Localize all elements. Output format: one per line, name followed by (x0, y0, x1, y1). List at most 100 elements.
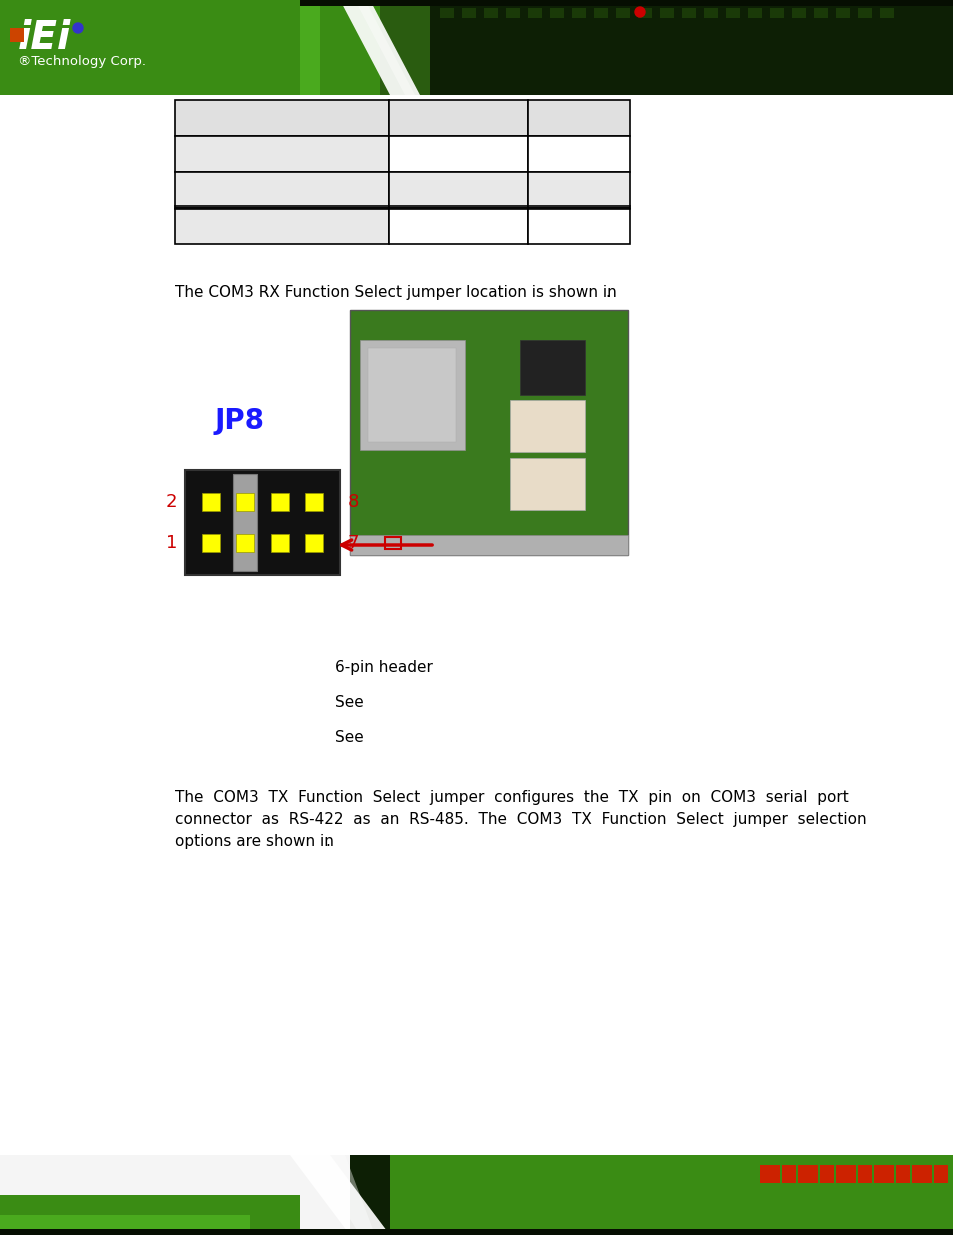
Bar (659, 7, 673, 19)
Text: 2: 2 (165, 493, 177, 511)
Bar (359, 340, 464, 450)
Bar (505, 7, 519, 19)
Bar (430, 0, 953, 95)
Bar (911, 1165, 931, 1183)
Text: .: . (604, 285, 609, 300)
Text: See: See (335, 730, 363, 745)
Bar (305, 534, 323, 552)
Bar (185, 471, 339, 576)
Bar (174, 207, 389, 245)
Bar (483, 7, 497, 19)
Text: iEi: iEi (18, 19, 71, 57)
Bar (350, 535, 627, 555)
Bar (430, 6, 953, 95)
Bar (0, 1229, 953, 1235)
Bar (791, 7, 805, 19)
Bar (616, 7, 629, 19)
Polygon shape (310, 1155, 375, 1235)
Bar (879, 7, 893, 19)
Bar (305, 493, 323, 511)
Bar (174, 172, 389, 207)
Bar (201, 493, 219, 511)
Bar (0, 0, 430, 95)
Bar (236, 534, 253, 552)
Bar (0, 0, 299, 95)
Bar (0, 1155, 350, 1235)
Bar (519, 340, 584, 395)
Bar (271, 493, 289, 511)
Text: The COM3 RX Function Select jumper location is shown in: The COM3 RX Function Select jumper locat… (174, 285, 616, 300)
Bar (10, 28, 24, 42)
Bar (461, 7, 476, 19)
Bar (527, 207, 629, 245)
Bar (389, 136, 527, 172)
Bar (0, 1195, 299, 1235)
Bar (174, 136, 389, 172)
Bar (747, 7, 761, 19)
Circle shape (73, 23, 83, 33)
Polygon shape (355, 0, 415, 95)
Bar (550, 7, 563, 19)
Bar (271, 534, 289, 552)
Bar (439, 7, 454, 19)
Bar (857, 1165, 871, 1183)
Bar (572, 7, 585, 19)
Polygon shape (339, 0, 419, 95)
Text: 8: 8 (348, 493, 359, 511)
Text: ®Technology Corp.: ®Technology Corp. (18, 56, 146, 68)
Bar (835, 1165, 855, 1183)
Bar (527, 7, 541, 19)
Bar (820, 1165, 833, 1183)
Bar (681, 7, 696, 19)
Bar (390, 1155, 953, 1235)
Bar (0, 1155, 953, 1235)
Bar (769, 7, 783, 19)
Bar (527, 100, 629, 136)
Bar (389, 172, 527, 207)
Bar (236, 493, 253, 511)
Bar (527, 136, 629, 172)
Bar (510, 400, 584, 452)
Bar (0, 1215, 250, 1235)
Bar (389, 100, 527, 136)
Circle shape (635, 7, 644, 17)
Bar (0, 0, 319, 95)
Text: connector  as  RS-422  as  an  RS-485.  The  COM3  TX  Function  Select  jumper : connector as RS-422 as an RS-485. The CO… (174, 811, 865, 827)
Bar (760, 1165, 780, 1183)
Bar (725, 7, 740, 19)
Bar (594, 7, 607, 19)
Bar (0, 0, 953, 95)
Bar (813, 7, 827, 19)
Bar (390, 1155, 953, 1235)
Text: See: See (335, 695, 363, 710)
Bar (797, 1165, 817, 1183)
Bar (527, 172, 629, 207)
Text: 6-pin header: 6-pin header (335, 659, 433, 676)
Bar (638, 7, 651, 19)
Bar (933, 1165, 947, 1183)
Bar (389, 207, 527, 245)
Text: 1: 1 (166, 534, 177, 552)
Polygon shape (290, 1155, 390, 1235)
Bar (703, 7, 718, 19)
Bar (0, 0, 379, 95)
Bar (385, 537, 400, 550)
Bar (781, 1165, 795, 1183)
Bar (0, 0, 299, 95)
Bar (201, 534, 219, 552)
Text: options are shown in: options are shown in (174, 834, 334, 848)
Bar (174, 100, 389, 136)
Text: .: . (325, 834, 330, 848)
Text: The  COM3  TX  Function  Select  jumper  configures  the  TX  pin  on  COM3  ser: The COM3 TX Function Select jumper confi… (174, 790, 848, 805)
Bar (895, 1165, 909, 1183)
Bar (857, 7, 871, 19)
Bar (510, 458, 584, 510)
Bar (368, 348, 456, 442)
Bar (233, 474, 257, 571)
Text: 7: 7 (348, 534, 359, 552)
Text: JP8: JP8 (214, 408, 265, 435)
Bar (350, 310, 627, 555)
Bar (0, 0, 953, 6)
Bar (835, 7, 849, 19)
Bar (873, 1165, 893, 1183)
